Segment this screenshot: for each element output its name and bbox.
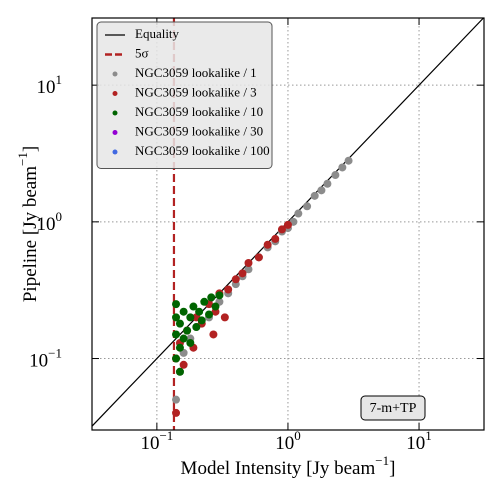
point <box>183 326 192 335</box>
point <box>209 330 218 339</box>
point <box>338 163 347 172</box>
point <box>310 191 319 200</box>
point <box>172 300 181 309</box>
plot-area <box>92 18 484 430</box>
point <box>254 253 263 262</box>
legend-label: NGC3059 lookalike / 30 <box>135 123 263 138</box>
point <box>200 297 209 306</box>
legend-label: NGC3059 lookalike / 3 <box>135 84 257 99</box>
point <box>172 330 181 339</box>
point <box>172 354 181 363</box>
point <box>277 225 286 234</box>
legend-label: Equality <box>135 26 180 41</box>
point <box>175 319 184 328</box>
point <box>224 285 233 294</box>
point <box>175 367 184 376</box>
annotation-box <box>360 395 426 421</box>
tick-base: 10 <box>140 433 159 454</box>
tick-exponent: −1 <box>159 428 173 443</box>
point <box>244 258 253 267</box>
legend-swatch <box>112 91 118 96</box>
tick-base: 10 <box>37 78 56 99</box>
plot-frame <box>91 17 485 431</box>
legend-label: NGC3059 lookalike / 10 <box>135 104 263 119</box>
point <box>283 220 292 229</box>
point <box>207 293 216 302</box>
legend-swatch <box>112 71 118 77</box>
point <box>323 179 332 188</box>
point <box>175 343 184 352</box>
label-text: ] <box>20 146 41 152</box>
point <box>344 156 353 165</box>
point <box>303 202 312 211</box>
point <box>195 307 204 316</box>
x-tick-label: 100 <box>275 428 301 454</box>
point <box>186 338 195 347</box>
point <box>172 408 181 417</box>
annotation: 7-m+TP <box>370 401 417 416</box>
point <box>179 360 188 369</box>
point <box>192 323 201 332</box>
label-text: ] <box>389 458 395 479</box>
point <box>294 209 303 218</box>
label-exponent: −1 <box>15 152 30 166</box>
tick-exponent: −1 <box>48 346 62 361</box>
point <box>263 240 272 249</box>
tick-exponent: 0 <box>294 428 301 443</box>
point <box>238 269 247 278</box>
point <box>205 310 214 319</box>
point <box>172 313 181 322</box>
point <box>211 302 220 311</box>
legend-label: NGC3059 lookalike / 100 <box>135 143 270 158</box>
point <box>186 313 195 322</box>
legend-swatch <box>112 149 118 155</box>
tick-base: 10 <box>29 351 48 372</box>
tick-exponent: 0 <box>56 209 63 224</box>
point <box>231 275 240 284</box>
point <box>172 395 181 404</box>
label-text: Model Intensity [Jy beam <box>181 458 376 479</box>
tick-base: 10 <box>37 214 56 235</box>
point <box>271 234 280 243</box>
legend-swatch <box>112 130 118 135</box>
y-axis-label: Pipeline [Jy beam−1] <box>15 146 41 302</box>
tick-exponent: 1 <box>425 428 432 443</box>
y-tick-label: 101 <box>37 72 63 98</box>
x-axis-label: Model Intensity [Jy beam−1] <box>181 453 396 479</box>
x-tick-label: 10−1 <box>140 428 173 454</box>
point <box>317 186 326 195</box>
tick-exponent: 1 <box>56 72 63 87</box>
legend-swatch <box>112 110 118 116</box>
point <box>215 291 224 300</box>
y-tick-label: 10−1 <box>29 346 62 372</box>
legend-label: 5σ <box>135 45 149 60</box>
point <box>197 316 206 325</box>
point <box>244 265 253 274</box>
point <box>179 307 188 316</box>
point <box>189 302 198 311</box>
label-exponent: −1 <box>375 453 389 468</box>
y-tick-label: 100 <box>37 209 63 235</box>
point <box>179 334 188 343</box>
label-text: Pipeline [Jy beam <box>20 166 41 302</box>
legend-label: NGC3059 lookalike / 1 <box>135 65 257 80</box>
point <box>220 313 229 322</box>
x-tick-label: 101 <box>406 428 432 454</box>
tick-base: 10 <box>275 433 294 454</box>
tick-base: 10 <box>406 433 425 454</box>
legend-box <box>96 21 273 169</box>
point <box>331 171 340 180</box>
